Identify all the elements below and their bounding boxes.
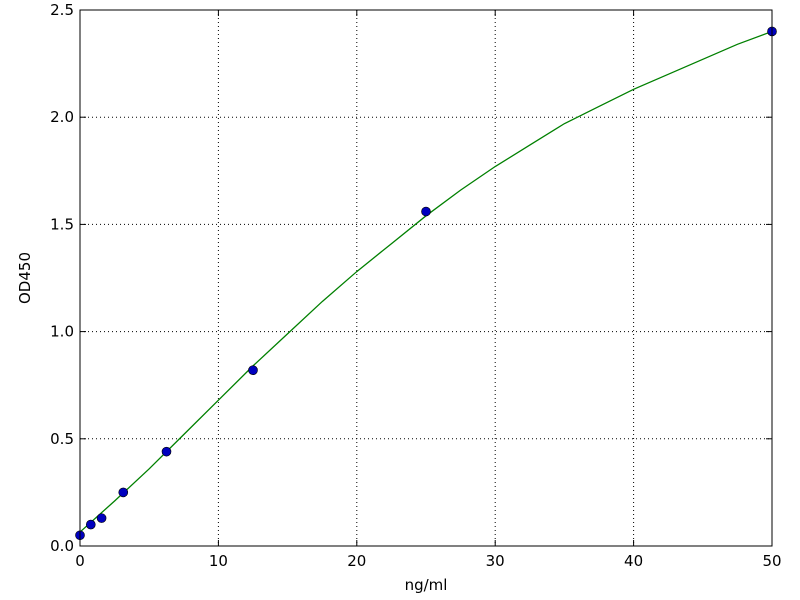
y-tick-label: 0.5 <box>50 430 74 448</box>
y-tick-label: 0.0 <box>50 537 74 555</box>
data-point <box>96 513 107 523</box>
x-tick-label: 50 <box>762 552 781 570</box>
y-tick-label: 2.0 <box>50 108 74 126</box>
y-tick-label: 2.5 <box>50 1 74 19</box>
x-tick-label: 10 <box>209 552 228 570</box>
y-tick-label: 1.0 <box>50 323 74 341</box>
x-tick-label: 30 <box>486 552 505 570</box>
plot-frame <box>79 9 773 547</box>
y-tick-label: 1.5 <box>50 215 74 233</box>
y-axis-label: OD450 <box>16 252 34 304</box>
data-point <box>118 487 129 498</box>
x-tick-label: 20 <box>347 552 366 570</box>
data-point <box>85 519 96 530</box>
x-tick-label: 0 <box>75 552 85 570</box>
x-tick-label: 40 <box>624 552 643 570</box>
data-point <box>421 206 431 217</box>
data-point <box>161 446 172 457</box>
data-point <box>248 365 258 375</box>
x-axis-label: ng/ml <box>405 576 448 594</box>
